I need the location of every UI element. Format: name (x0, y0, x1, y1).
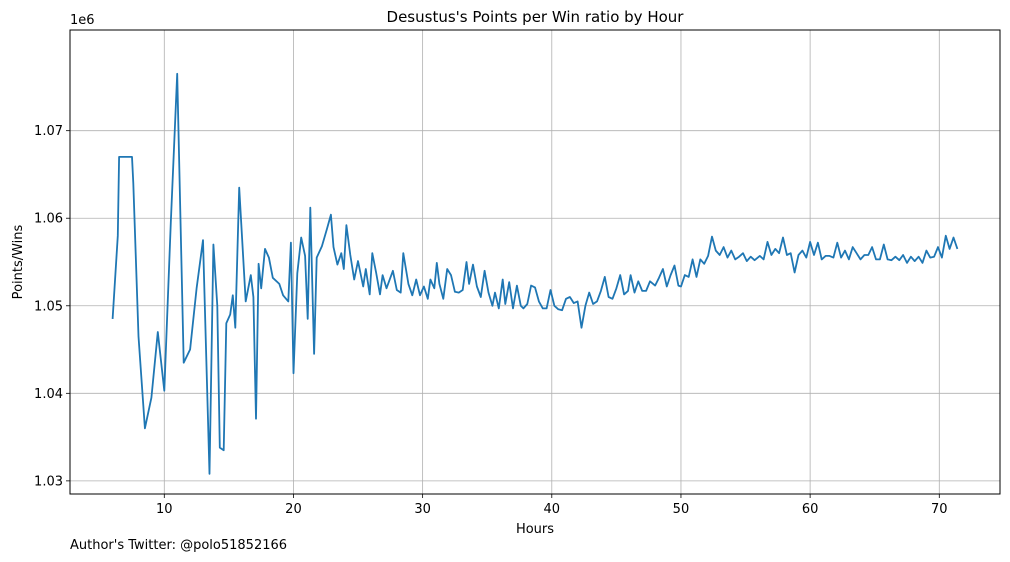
x-axis-label: Hours (516, 522, 554, 537)
x-tick-label: 10 (156, 502, 173, 517)
y-tick-label: 1.06 (34, 212, 63, 227)
grid-lines (70, 30, 1000, 494)
x-tick-label: 60 (802, 502, 819, 517)
x-tick-label: 50 (673, 502, 690, 517)
x-axis-ticks: 10 20 30 40 50 60 70 (156, 494, 948, 517)
plot-frame (69, 29, 1001, 495)
y-multiplier-label: 1e6 (70, 13, 95, 28)
author-credit: Author's Twitter: @polo51852166 (70, 538, 288, 553)
y-tick-label: 1.07 (34, 124, 63, 139)
x-tick-label: 30 (414, 502, 431, 517)
y-axis-label: Points/Wins (11, 224, 26, 299)
x-tick-label: 70 (931, 502, 948, 517)
y-axis-ticks: 1.03 1.04 1.05 1.06 1.07 (34, 124, 70, 489)
chart-title: Desustus's Points per Win ratio by Hour (387, 8, 685, 26)
series-line (111, 72, 959, 475)
x-tick-label: 20 (285, 502, 302, 517)
y-tick-label: 1.05 (34, 299, 63, 314)
x-tick-label: 40 (544, 502, 561, 517)
y-tick-label: 1.03 (34, 474, 63, 489)
y-tick-label: 1.04 (34, 387, 63, 402)
